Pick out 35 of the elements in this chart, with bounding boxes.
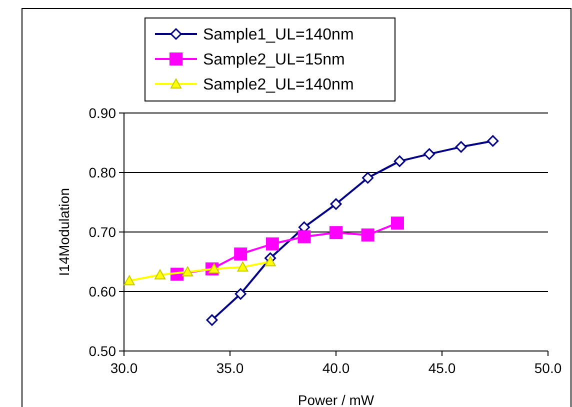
point xyxy=(455,141,467,153)
y-tick-label: 0.50 xyxy=(88,342,116,359)
point xyxy=(234,248,248,261)
legend-label: Sample1_UL=140nm xyxy=(203,26,354,44)
x-tick-label: 45.0 xyxy=(428,360,456,376)
x-tick-label: 35.0 xyxy=(216,360,244,376)
y-axis-title: I14Modulation xyxy=(56,188,72,276)
legend-label: Sample2_UL=140nm xyxy=(203,76,354,94)
y-tick-label: 0.90 xyxy=(88,104,116,121)
point xyxy=(237,262,248,272)
point xyxy=(208,263,220,274)
point xyxy=(390,216,404,230)
point xyxy=(182,266,194,276)
point xyxy=(298,230,311,244)
point xyxy=(234,288,246,300)
x-axis-title: Power / mW xyxy=(298,392,375,407)
point xyxy=(394,155,406,167)
point xyxy=(264,256,276,266)
point xyxy=(124,275,135,286)
x-tick-label: 40.0 xyxy=(322,360,350,376)
legend-label: Sample2_UL=15nm xyxy=(203,52,345,69)
y-tick-label: 0.80 xyxy=(88,164,116,180)
y-tick-label: 0.60 xyxy=(88,283,116,300)
point xyxy=(361,228,374,242)
point xyxy=(362,172,374,184)
point xyxy=(330,226,342,240)
point xyxy=(330,198,342,210)
y-tick-label: 0.70 xyxy=(88,224,116,240)
point xyxy=(206,314,218,326)
point xyxy=(266,237,279,250)
x-tick-label: 30.0 xyxy=(110,360,138,376)
point xyxy=(154,269,166,280)
point xyxy=(487,135,499,147)
x-tick-label: 50.0 xyxy=(534,360,562,376)
point xyxy=(424,148,436,160)
